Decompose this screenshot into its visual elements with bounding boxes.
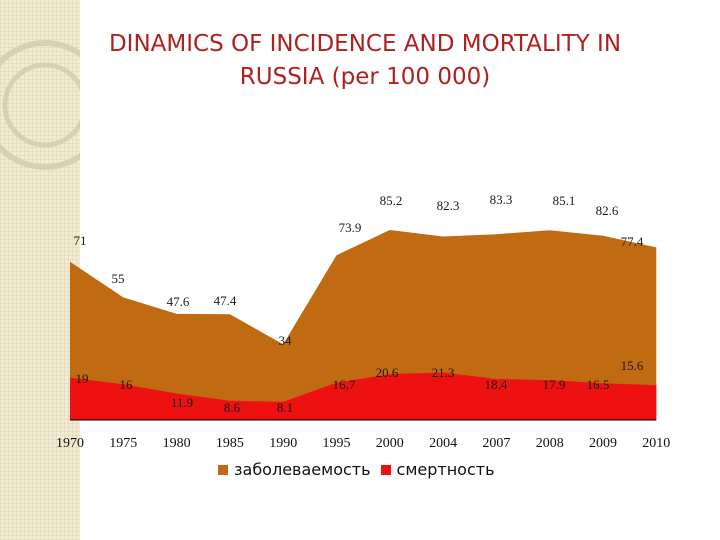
legend-label-incidence: заболеваемость xyxy=(234,460,371,479)
x-tick-label: 2000 xyxy=(376,436,404,451)
data-label-incidence: 71 xyxy=(74,233,87,248)
legend-swatch-mortality xyxy=(380,464,391,475)
data-label-incidence: 83.3 xyxy=(490,192,513,207)
data-label-mortality: 18.4 xyxy=(485,377,508,392)
legend-item-incidence: заболеваемость xyxy=(218,460,371,479)
x-tick-label: 2010 xyxy=(642,436,670,451)
x-tick-label: 1995 xyxy=(323,436,351,451)
data-label-incidence: 34 xyxy=(279,333,293,348)
data-label-incidence: 82.6 xyxy=(596,203,619,218)
data-label-incidence: 85.2 xyxy=(380,193,403,208)
data-label-mortality: 11.9 xyxy=(171,395,193,410)
legend-label-mortality: смертность xyxy=(396,460,495,479)
x-tick-label: 1980 xyxy=(163,436,191,451)
data-label-mortality: 19 xyxy=(76,371,89,386)
data-label-mortality: 8.6 xyxy=(224,400,241,415)
chart-title-line-2: RUSSIA (per 100 000) xyxy=(239,64,491,90)
data-label-mortality: 16.5 xyxy=(587,377,610,392)
chart-legend: заболеваемость смертность xyxy=(218,460,495,479)
data-label-incidence: 47.6 xyxy=(167,294,190,309)
legend-item-mortality: смертность xyxy=(380,460,495,479)
data-label-mortality: 16 xyxy=(120,377,134,392)
data-label-mortality: 8.1 xyxy=(277,400,293,415)
chart-title: DINAMICS OF INCIDENCE AND MORTALITY IN R… xyxy=(60,28,670,94)
data-label-incidence: 77.4 xyxy=(621,234,644,249)
x-tick-label: 1975 xyxy=(109,436,137,451)
data-label-mortality: 17.9 xyxy=(543,377,566,392)
data-label-incidence: 73.9 xyxy=(339,220,362,235)
area-incidence xyxy=(70,230,657,420)
x-tick-label: 1970 xyxy=(56,436,84,451)
x-tick-label: 2004 xyxy=(429,436,457,451)
legend-swatch-incidence xyxy=(218,464,228,475)
data-label-mortality: 15.6 xyxy=(621,358,644,373)
side-decoration-strip xyxy=(0,0,80,540)
data-label-incidence: 82.3 xyxy=(437,198,460,213)
data-label-incidence: 47.4 xyxy=(214,293,237,308)
decorative-arcs xyxy=(0,40,80,170)
data-label-incidence: 85.1 xyxy=(553,193,576,208)
data-label-mortality: 21.3 xyxy=(432,365,455,380)
area-mortality xyxy=(70,372,657,420)
x-tick-label: 2009 xyxy=(589,436,617,451)
x-tick-label: 1985 xyxy=(216,436,244,451)
data-label-mortality: 20.6 xyxy=(376,365,399,380)
chart-title-line-1: DINAMICS OF INCIDENCE AND MORTALITY IN xyxy=(108,31,622,57)
data-label-mortality: 16.7 xyxy=(333,377,356,392)
x-tick-label: 2007 xyxy=(482,436,510,451)
x-tick-label: 1990 xyxy=(269,436,297,451)
x-tick-label: 2008 xyxy=(536,436,564,451)
data-label-incidence: 55 xyxy=(112,271,125,286)
